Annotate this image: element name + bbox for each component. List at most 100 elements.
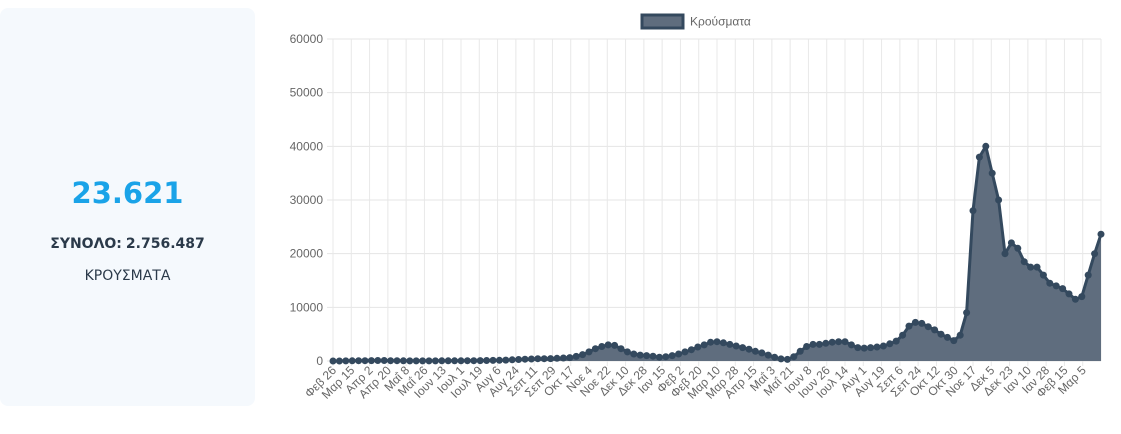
data-point[interactable] <box>617 345 625 353</box>
data-point[interactable] <box>1059 285 1067 293</box>
data-point[interactable] <box>495 356 503 364</box>
data-point[interactable] <box>623 348 631 356</box>
data-point[interactable] <box>796 347 804 355</box>
data-point[interactable] <box>783 355 791 363</box>
data-point[interactable] <box>425 357 433 365</box>
data-point[interactable] <box>847 341 855 349</box>
data-point[interactable] <box>892 337 900 345</box>
data-point[interactable] <box>745 345 753 353</box>
data-point[interactable] <box>374 357 382 364</box>
data-point[interactable] <box>719 339 727 347</box>
data-point[interactable] <box>790 353 798 361</box>
data-point[interactable] <box>975 153 983 161</box>
data-point[interactable] <box>406 357 414 365</box>
data-point[interactable] <box>988 169 996 177</box>
data-point[interactable] <box>963 309 971 317</box>
data-point[interactable] <box>361 357 369 365</box>
data-point[interactable] <box>950 337 958 345</box>
data-point[interactable] <box>758 349 766 357</box>
data-point[interactable] <box>713 338 721 346</box>
data-point[interactable] <box>982 142 990 150</box>
data-point[interactable] <box>681 348 689 356</box>
data-point[interactable] <box>841 338 849 346</box>
data-point[interactable] <box>924 323 932 331</box>
data-point[interactable] <box>1033 263 1041 271</box>
data-point[interactable] <box>995 196 1003 204</box>
data-point[interactable] <box>534 355 542 363</box>
data-point[interactable] <box>911 318 919 326</box>
data-point[interactable] <box>1052 282 1060 290</box>
data-point[interactable] <box>937 330 945 338</box>
data-point[interactable] <box>502 356 510 364</box>
data-point[interactable] <box>598 343 606 350</box>
data-point[interactable] <box>399 357 407 365</box>
data-point[interactable] <box>419 357 427 365</box>
data-point[interactable] <box>579 351 587 359</box>
data-point[interactable] <box>387 357 395 365</box>
data-point[interactable] <box>803 343 811 350</box>
data-point[interactable] <box>483 357 491 364</box>
data-point[interactable] <box>931 326 939 334</box>
data-point[interactable] <box>828 338 836 346</box>
data-point[interactable] <box>771 353 779 361</box>
data-point[interactable] <box>873 343 881 351</box>
data-point[interactable] <box>1039 271 1047 279</box>
data-point[interactable] <box>342 357 350 365</box>
data-point[interactable] <box>899 331 907 339</box>
data-point[interactable] <box>591 345 599 353</box>
data-point[interactable] <box>649 352 657 360</box>
data-point[interactable] <box>675 350 683 358</box>
data-point[interactable] <box>508 356 516 364</box>
data-point[interactable] <box>463 357 471 365</box>
data-point[interactable] <box>668 352 676 360</box>
data-point[interactable] <box>879 342 887 350</box>
data-point[interactable] <box>764 351 772 359</box>
data-point[interactable] <box>521 355 529 363</box>
data-point[interactable] <box>809 340 817 348</box>
data-point[interactable] <box>707 338 715 346</box>
data-point[interactable] <box>1014 244 1022 252</box>
data-point[interactable] <box>380 357 388 364</box>
data-point[interactable] <box>694 343 702 351</box>
data-point[interactable] <box>444 357 452 365</box>
data-point[interactable] <box>1071 295 1079 303</box>
data-point[interactable] <box>822 339 830 347</box>
data-point[interactable] <box>1078 293 1086 301</box>
data-point[interactable] <box>566 354 574 362</box>
data-point[interactable] <box>860 344 868 352</box>
data-point[interactable] <box>662 353 670 361</box>
data-point[interactable] <box>854 344 862 352</box>
data-point[interactable] <box>476 357 484 365</box>
data-point[interactable] <box>540 355 548 363</box>
data-point[interactable] <box>918 319 926 327</box>
data-point[interactable] <box>943 333 951 341</box>
data-point[interactable] <box>348 357 356 365</box>
data-point[interactable] <box>1065 290 1073 298</box>
data-point[interactable] <box>739 344 747 352</box>
data-point[interactable] <box>636 351 644 359</box>
data-point[interactable] <box>470 357 478 365</box>
data-point[interactable] <box>438 357 446 365</box>
data-point[interactable] <box>431 357 439 365</box>
data-point[interactable] <box>335 357 343 365</box>
data-point[interactable] <box>329 357 337 365</box>
data-point[interactable] <box>572 352 580 360</box>
data-point[interactable] <box>489 356 497 364</box>
data-point[interactable] <box>451 357 459 365</box>
data-point[interactable] <box>457 357 465 365</box>
data-point[interactable] <box>547 355 555 363</box>
data-point[interactable] <box>687 346 695 354</box>
data-point[interactable] <box>1007 239 1015 247</box>
data-point[interactable] <box>515 356 523 363</box>
data-point[interactable] <box>751 347 759 355</box>
data-point[interactable] <box>611 341 619 349</box>
data-point[interactable] <box>1020 258 1028 266</box>
data-point[interactable] <box>367 357 375 365</box>
data-point[interactable] <box>655 353 663 361</box>
data-point[interactable] <box>905 322 913 330</box>
data-point[interactable] <box>1091 250 1099 258</box>
data-point[interactable] <box>969 207 977 215</box>
data-point[interactable] <box>393 357 401 365</box>
data-point[interactable] <box>553 354 561 362</box>
data-point[interactable] <box>777 355 785 363</box>
